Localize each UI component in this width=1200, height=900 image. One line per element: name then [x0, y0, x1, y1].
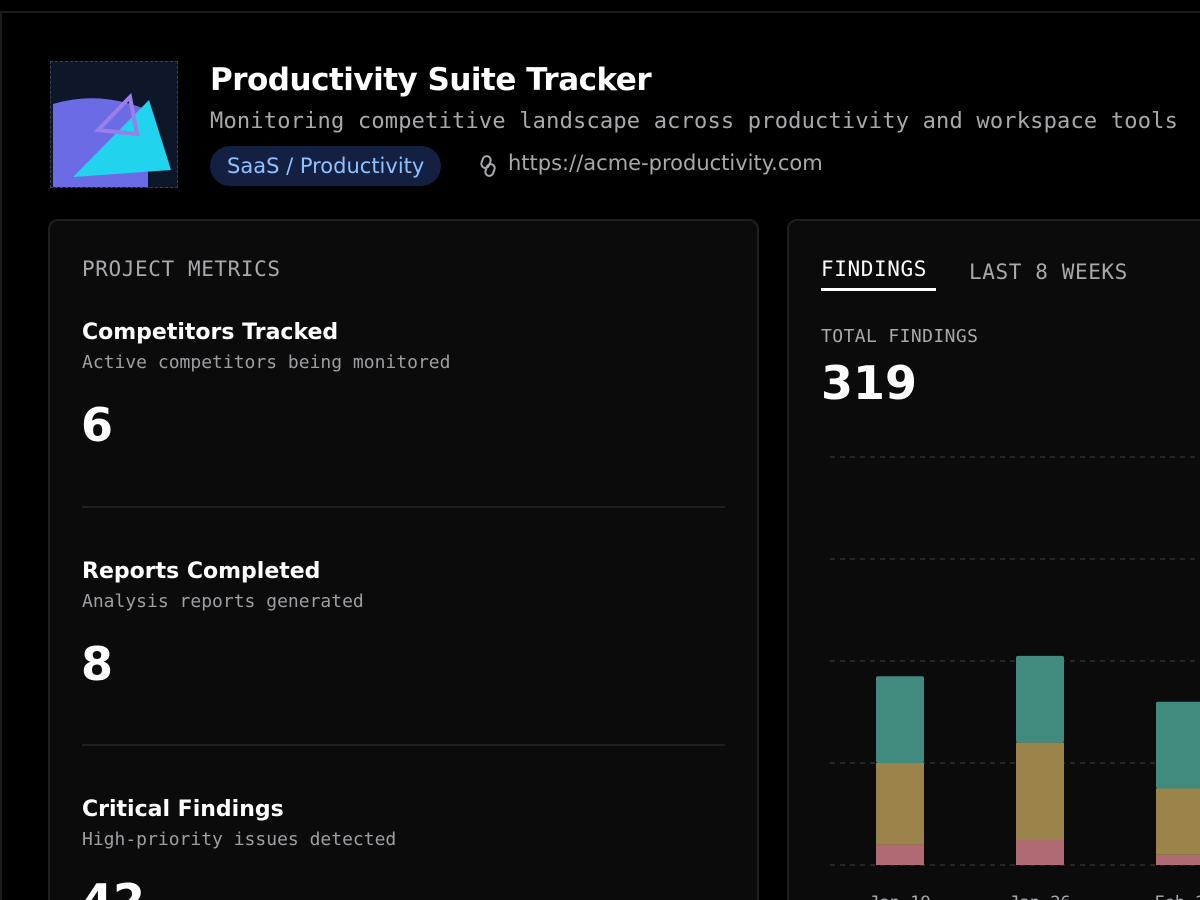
bar-segment-2[interactable]: [1016, 742, 1064, 840]
active-tab-indicator: [821, 288, 936, 291]
bar-segment-3[interactable]: [876, 676, 924, 763]
metric-value-competitors: 6: [81, 398, 114, 452]
metric-title-critical: Critical Findings: [82, 797, 284, 822]
metric-title-competitors: Competitors Tracked: [82, 320, 339, 345]
project-metrics-heading: PROJECT METRICS: [82, 257, 281, 281]
window-top-border: [0, 11, 1200, 13]
bar-segment-2[interactable]: [1156, 788, 1200, 855]
total-findings-label: TOTAL FINDINGS: [821, 326, 979, 347]
total-findings-value: 319: [821, 356, 918, 410]
metric-desc-competitors: Active competitors being monitored: [82, 352, 451, 373]
metric-value-critical: 42: [81, 874, 145, 900]
bar-segment-3[interactable]: [1016, 655, 1064, 743]
website-link[interactable]: https://acme-productivity.com: [508, 151, 823, 175]
metric-value-reports: 8: [81, 637, 114, 691]
window-left-border: [0, 11, 2, 900]
metric-title-reports: Reports Completed: [82, 559, 321, 584]
tab-last-8-weeks[interactable]: LAST 8 WEEKS: [969, 260, 1128, 284]
findings-bar-chart: Jan 19 Jan 26 Feb 2: [830, 456, 1200, 900]
category-badge[interactable]: SaaS / Productivity: [210, 146, 442, 186]
link-icon: [480, 155, 496, 177]
x-tick-label: Jan 19: [869, 893, 930, 900]
bar-segment-2[interactable]: [876, 763, 924, 845]
metric-divider: [82, 506, 725, 508]
project-logo: [50, 61, 178, 188]
page-title: Productivity Suite Tracker: [210, 62, 652, 98]
bar-segment-3[interactable]: [1156, 701, 1200, 789]
project-metrics-card: [48, 219, 759, 900]
metric-desc-critical: High-priority issues detected: [82, 829, 397, 850]
tab-findings[interactable]: FINDINGS: [821, 257, 927, 281]
abstract-shapes-logo-icon: [53, 92, 171, 187]
metric-desc-reports: Analysis reports generated: [82, 591, 364, 612]
bar-segment-1[interactable]: [876, 844, 924, 865]
bar-segment-1[interactable]: [1016, 839, 1064, 866]
x-tick-label: Jan 26: [1009, 893, 1070, 900]
bar-segment-1[interactable]: [1156, 854, 1200, 865]
metric-divider: [82, 744, 725, 746]
page-subtitle: Monitoring competitive landscape across …: [210, 109, 1179, 134]
x-tick-label: Feb 2: [1154, 893, 1200, 900]
